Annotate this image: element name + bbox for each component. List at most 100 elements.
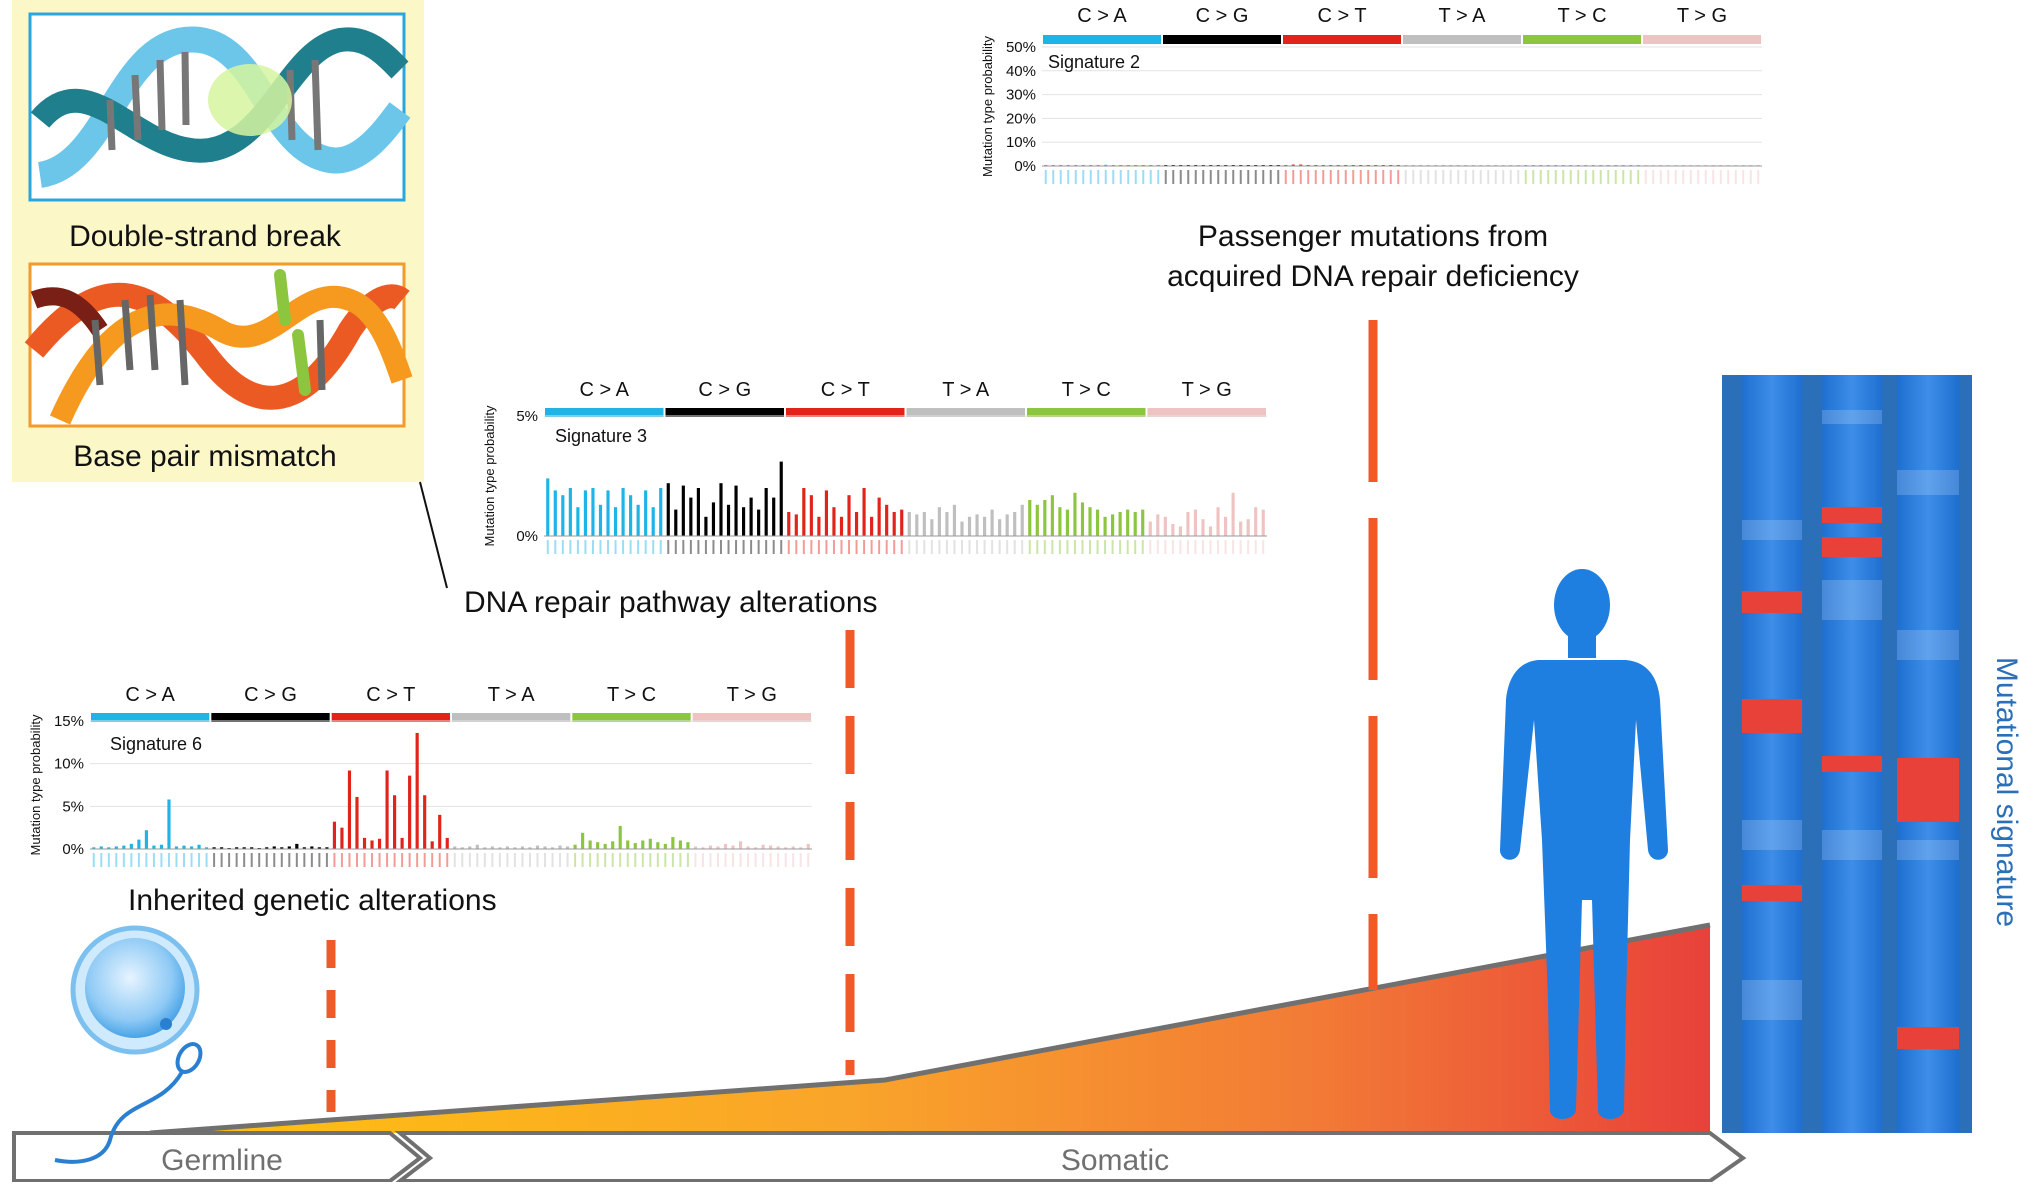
context-tick bbox=[1622, 170, 1625, 184]
context-tick bbox=[461, 853, 464, 867]
category-bar-ctoa bbox=[545, 408, 664, 417]
bar bbox=[1178, 526, 1182, 536]
category-bar-ttoa bbox=[906, 408, 1025, 417]
context-tick bbox=[468, 853, 471, 867]
context-tick bbox=[1524, 170, 1527, 184]
inherited-label: Inherited genetic alterations bbox=[128, 884, 497, 917]
context-tick bbox=[1464, 170, 1467, 184]
context-tick bbox=[619, 853, 622, 867]
context-tick bbox=[280, 853, 283, 867]
bar bbox=[242, 847, 246, 849]
context-tick bbox=[1247, 170, 1250, 184]
context-tick bbox=[968, 540, 971, 554]
context-tick bbox=[652, 540, 655, 554]
context-tick bbox=[1449, 170, 1452, 184]
bar bbox=[92, 847, 96, 849]
context-tick bbox=[1502, 170, 1505, 184]
category-bar-ctoa bbox=[1043, 35, 1161, 44]
bar bbox=[490, 846, 494, 849]
context-tick bbox=[807, 853, 810, 867]
context-tick bbox=[1337, 170, 1340, 184]
context-tick bbox=[145, 853, 148, 867]
dsb-label: Double-strand break bbox=[69, 220, 342, 253]
context-tick bbox=[1157, 170, 1160, 184]
context-tick bbox=[1239, 540, 1242, 554]
bar bbox=[423, 795, 427, 849]
bar bbox=[280, 847, 284, 849]
y-tick-label: 50% bbox=[1006, 39, 1036, 56]
context-tick bbox=[604, 853, 607, 867]
bar bbox=[1005, 514, 1009, 536]
context-tick bbox=[795, 540, 798, 554]
bar bbox=[1104, 164, 1108, 166]
bar bbox=[1291, 164, 1295, 166]
bar bbox=[332, 821, 337, 849]
context-tick bbox=[1149, 170, 1152, 184]
context-tick bbox=[817, 540, 820, 554]
context-tick bbox=[250, 853, 253, 867]
bar bbox=[1216, 507, 1220, 536]
bar bbox=[159, 844, 164, 849]
bar bbox=[998, 519, 1002, 536]
context-tick bbox=[739, 853, 742, 867]
context-tick bbox=[1067, 170, 1070, 184]
context-tick bbox=[1539, 170, 1542, 184]
bar bbox=[746, 846, 750, 849]
context-tick bbox=[641, 853, 644, 867]
bar bbox=[648, 838, 652, 849]
context-tick bbox=[923, 540, 926, 554]
context-tick bbox=[1112, 170, 1115, 184]
bar bbox=[824, 490, 829, 536]
bar bbox=[754, 847, 758, 849]
category-label: C > T bbox=[1317, 5, 1366, 27]
context-tick bbox=[416, 853, 419, 867]
bar bbox=[415, 732, 419, 849]
bar bbox=[791, 846, 795, 849]
context-tick bbox=[799, 853, 802, 867]
category-bar-ctog bbox=[1163, 35, 1281, 44]
context-tick bbox=[423, 853, 426, 867]
base-pair-mismatch-image bbox=[24, 262, 413, 428]
context-tick bbox=[1749, 170, 1752, 184]
context-tick bbox=[107, 853, 110, 867]
bar bbox=[809, 495, 813, 536]
context-tick bbox=[1509, 170, 1512, 184]
context-tick bbox=[1592, 170, 1595, 184]
context-tick bbox=[1066, 540, 1069, 554]
bar bbox=[907, 512, 911, 536]
context-tick bbox=[787, 540, 790, 554]
double-strand-break-image bbox=[28, 12, 411, 202]
context-tick bbox=[1262, 540, 1265, 554]
context-tick bbox=[152, 853, 155, 867]
bar bbox=[802, 488, 806, 536]
context-tick bbox=[167, 853, 170, 867]
bar bbox=[1171, 524, 1175, 536]
bar bbox=[235, 847, 239, 849]
bar bbox=[674, 509, 678, 536]
bar bbox=[666, 483, 670, 536]
context-tick bbox=[1419, 170, 1422, 184]
context-tick bbox=[574, 853, 577, 867]
y-tick-label: 10% bbox=[54, 756, 84, 773]
bar bbox=[340, 827, 344, 849]
context-tick bbox=[1532, 170, 1535, 184]
context-tick bbox=[686, 853, 689, 867]
bar bbox=[535, 845, 540, 849]
context-tick bbox=[1404, 170, 1407, 184]
context-tick bbox=[1127, 170, 1130, 184]
bar bbox=[1223, 516, 1228, 536]
bar bbox=[686, 842, 690, 849]
context-tick bbox=[1254, 540, 1257, 554]
context-tick bbox=[659, 540, 662, 554]
bar bbox=[1261, 509, 1265, 536]
bar bbox=[817, 516, 821, 536]
bar bbox=[1080, 502, 1085, 536]
context-tick bbox=[709, 853, 712, 867]
chart-title: Signature 2 bbox=[1048, 52, 1140, 72]
context-tick bbox=[1389, 170, 1392, 184]
context-tick bbox=[453, 853, 456, 867]
bar bbox=[870, 516, 874, 536]
context-tick bbox=[626, 853, 629, 867]
context-tick bbox=[716, 853, 719, 867]
bar bbox=[565, 846, 570, 849]
